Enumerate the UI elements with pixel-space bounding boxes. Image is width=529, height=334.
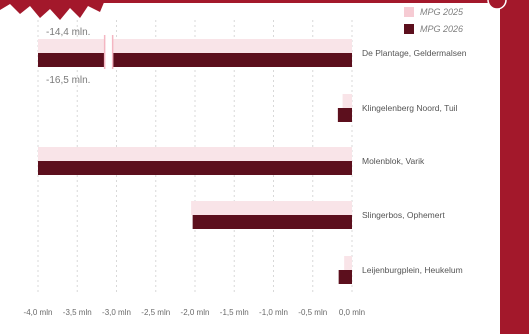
category-label-3: Slingerbos, Ophemert bbox=[362, 210, 445, 220]
annotation-mpg2026: -16,5 mln. bbox=[46, 75, 90, 86]
legend-swatch-mpg2025 bbox=[404, 7, 414, 17]
legend-label-mpg2025: MPG 2025 bbox=[420, 7, 464, 17]
bar-mpg2026-0 bbox=[38, 53, 352, 67]
annotation-mpg2025: -14,4 mln. bbox=[46, 27, 90, 38]
category-labels: De Plantage, Geldermalsen Klingelenberg N… bbox=[362, 48, 467, 275]
top-frame-line bbox=[0, 0, 529, 3]
x-axis-ticks: -4,0 mln -3,5 mln -3,0 mln -2,5 mln -2,0 mln… bbox=[24, 308, 366, 317]
bar-mpg2026-4 bbox=[338, 270, 352, 284]
bar-mpg2026-3 bbox=[192, 215, 352, 229]
category-label-1: Klingelenberg Noord, Tuil bbox=[362, 103, 458, 113]
x-tick-label-5: -1,5 mln bbox=[220, 308, 249, 317]
legend-label-mpg2026: MPG 2026 bbox=[420, 24, 463, 34]
category-label-2: Molenblok, Varik bbox=[362, 156, 425, 166]
bar-mpg2025-0 bbox=[38, 39, 352, 53]
legend: MPG 2025 MPG 2026 bbox=[404, 7, 464, 34]
axis-break-gap bbox=[104, 35, 113, 69]
x-tick-label-8: 0,0 mln bbox=[339, 308, 365, 317]
bar-mpg2026-1 bbox=[337, 108, 352, 122]
x-tick-label-7: -0,5 mln bbox=[298, 308, 327, 317]
bar-mpg2025-1 bbox=[342, 94, 352, 108]
category-label-4: Leijenburgplein, Heukelum bbox=[362, 265, 463, 275]
x-tick-label-2: -3,0 mln bbox=[102, 308, 131, 317]
top-left-ribbon-decoration bbox=[0, 0, 105, 20]
axis-break-marker bbox=[103, 35, 114, 69]
x-tick-label-6: -1,0 mln bbox=[259, 308, 288, 317]
x-tick-label-1: -3,5 mln bbox=[63, 308, 92, 317]
top-right-badge-decoration bbox=[487, 0, 507, 10]
bar-mpg2026-2 bbox=[38, 161, 352, 175]
bar-mpg2025-2 bbox=[38, 147, 352, 161]
bars bbox=[38, 39, 352, 284]
x-tick-label-4: -2,0 mln bbox=[181, 308, 210, 317]
x-tick-label-3: -2,5 mln bbox=[141, 308, 170, 317]
bar-mpg2025-3 bbox=[191, 201, 352, 215]
category-label-0: De Plantage, Geldermalsen bbox=[362, 48, 467, 58]
bar-mpg2025-4 bbox=[344, 256, 352, 270]
legend-swatch-mpg2026 bbox=[404, 24, 414, 34]
x-tick-label-0: -4,0 mln bbox=[24, 308, 53, 317]
right-frame-band bbox=[500, 0, 529, 334]
